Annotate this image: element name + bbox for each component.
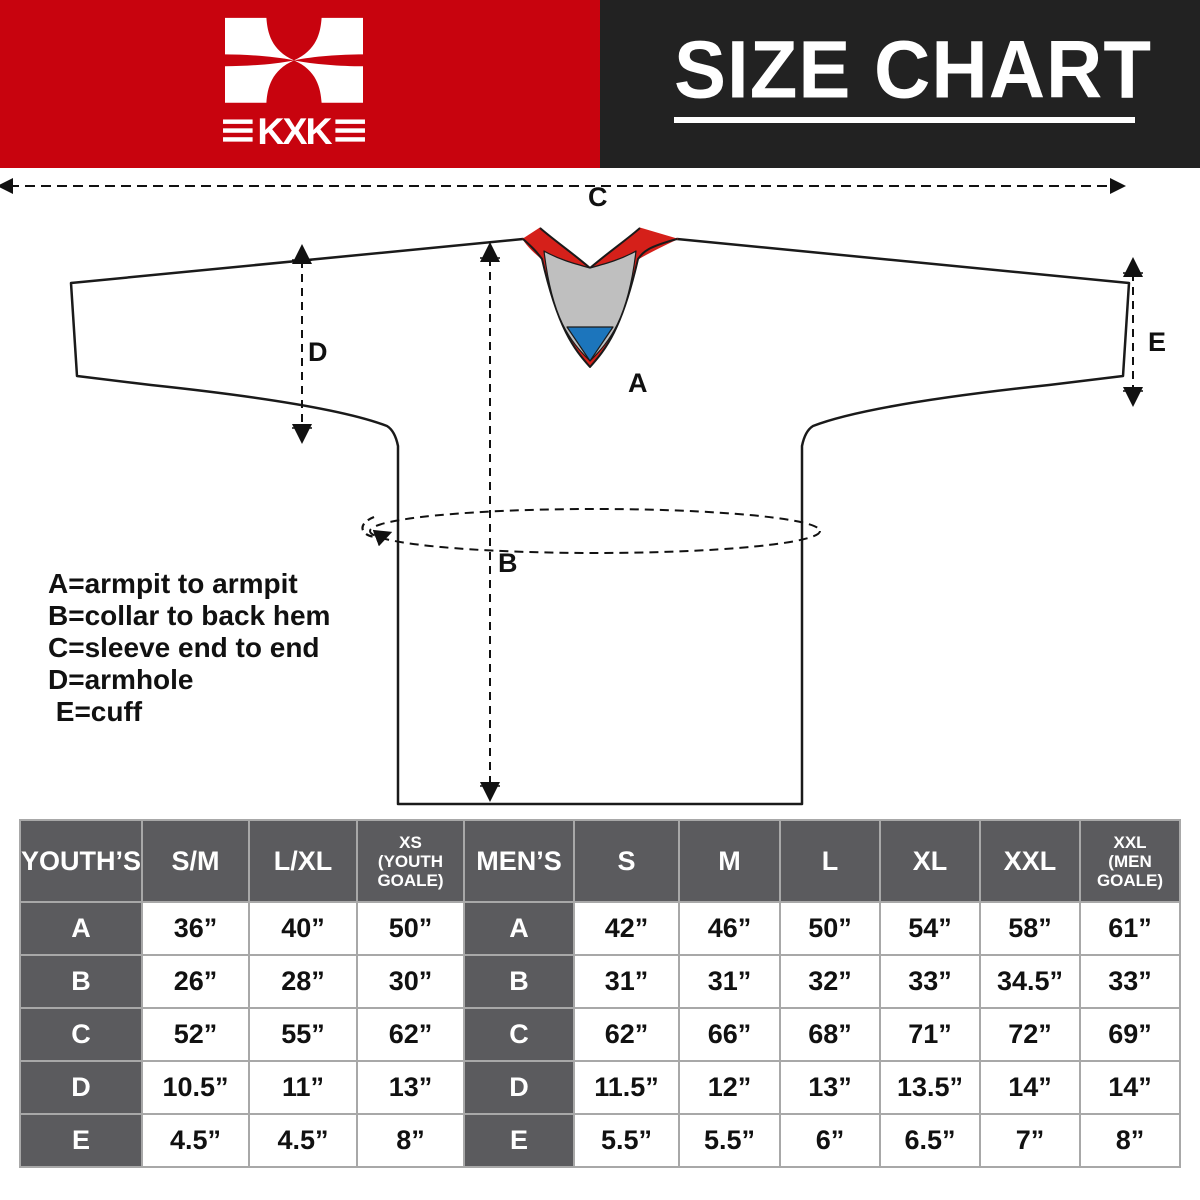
svg-text:KXK: KXK (257, 110, 332, 151)
